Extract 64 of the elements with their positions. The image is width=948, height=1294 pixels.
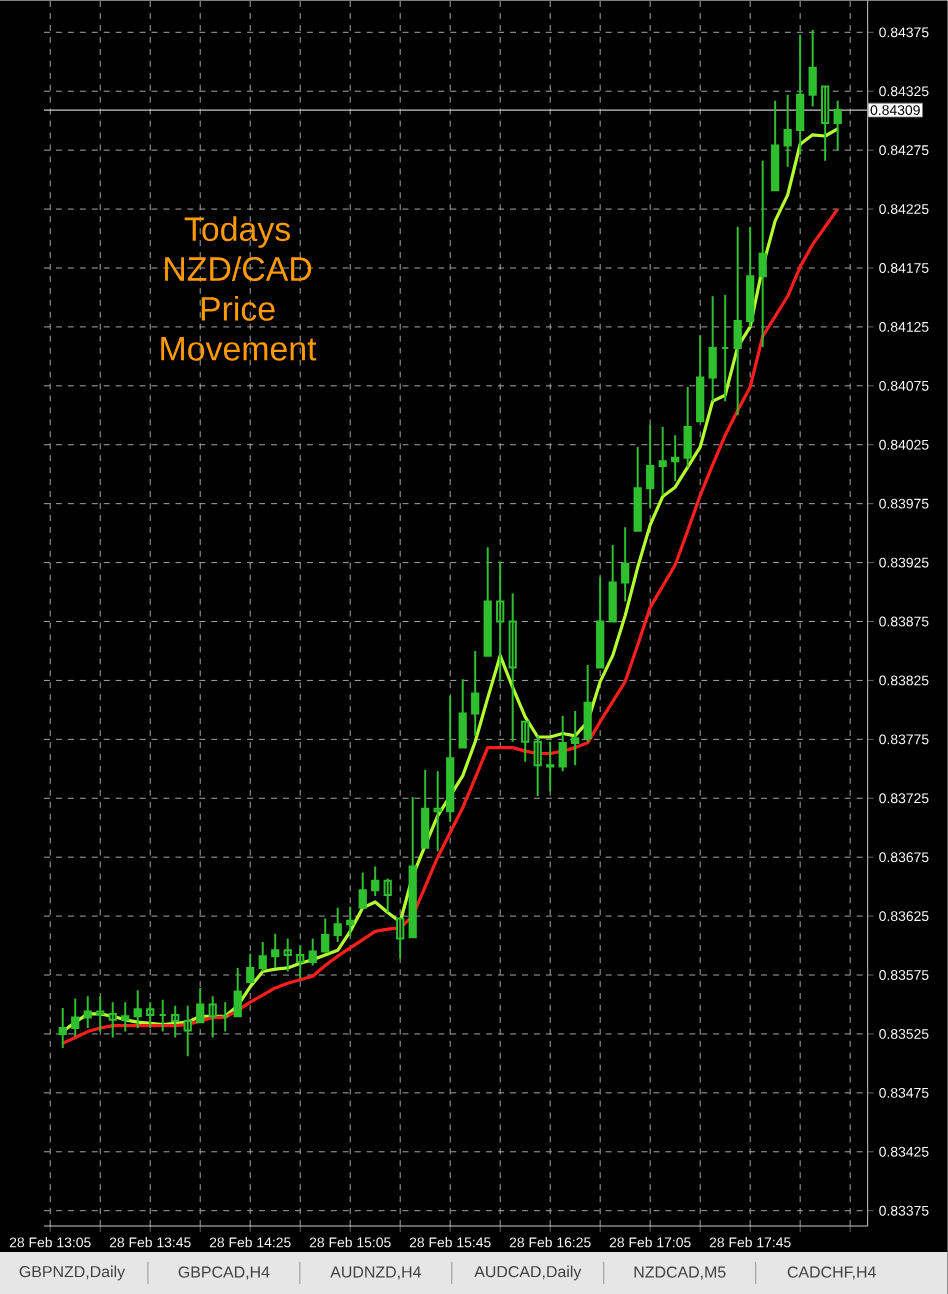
candlestick	[358, 871, 368, 909]
candlestick	[821, 85, 830, 162]
candlestick	[308, 937, 318, 967]
candlestick	[696, 334, 705, 423]
candlestick	[333, 906, 343, 944]
candlestick	[458, 678, 468, 749]
candlestick	[683, 386, 692, 469]
candlestick	[108, 1001, 118, 1039]
candlestick	[421, 768, 430, 849]
candlestick	[71, 997, 80, 1038]
candlestick	[96, 995, 105, 1033]
candlestick	[171, 1004, 180, 1039]
candlestick	[596, 575, 605, 669]
candlestick	[246, 952, 255, 984]
candlestick	[158, 998, 168, 1033]
candlestick	[208, 995, 218, 1039]
candlestick	[633, 446, 642, 532]
candlestick	[433, 770, 443, 853]
candlestick	[346, 905, 355, 938]
candlestick	[671, 434, 680, 483]
candlestick	[521, 720, 530, 763]
candlestick	[408, 796, 418, 939]
candlestick	[733, 225, 742, 417]
candlestick	[271, 932, 280, 969]
candlestick	[646, 423, 655, 509]
candlestick	[721, 294, 730, 403]
candlestick	[471, 649, 480, 737]
candlestick	[321, 917, 330, 954]
annotation: Todays NZD/CAD Price Movement	[161, 216, 317, 361]
candlestick	[558, 714, 567, 773]
candlestick	[746, 225, 755, 328]
candlestick	[196, 986, 205, 1024]
candlestick	[83, 995, 93, 1030]
candlestick	[446, 694, 455, 823]
candlestick	[296, 944, 305, 980]
candlestick	[496, 560, 505, 683]
candlestick	[771, 99, 780, 192]
candlestick	[483, 546, 493, 657]
candlestick	[546, 740, 555, 793]
candlestick	[221, 1001, 230, 1033]
candlestick	[183, 1004, 193, 1058]
candlestick	[621, 526, 630, 603]
candlestick	[708, 295, 717, 403]
candlestick	[571, 710, 580, 767]
candlestick	[533, 734, 542, 797]
candlestick	[371, 865, 380, 898]
candlestick	[608, 543, 617, 623]
candlestick	[233, 966, 243, 1018]
candlestick	[833, 99, 842, 152]
candlestick	[396, 917, 405, 960]
candlestick	[808, 28, 817, 108]
candlestick	[658, 426, 667, 497]
candlestick	[796, 33, 805, 156]
candlestick	[583, 664, 592, 743]
candlestick	[383, 877, 393, 914]
candlestick	[783, 93, 792, 168]
candlestick	[283, 937, 293, 973]
candlestick	[146, 1001, 155, 1030]
candlestick	[133, 989, 143, 1030]
candlestick	[258, 941, 268, 973]
candlestick	[121, 1001, 130, 1033]
candlestick	[58, 1007, 68, 1050]
candlestick	[508, 592, 518, 743]
candlestick	[758, 159, 767, 348]
